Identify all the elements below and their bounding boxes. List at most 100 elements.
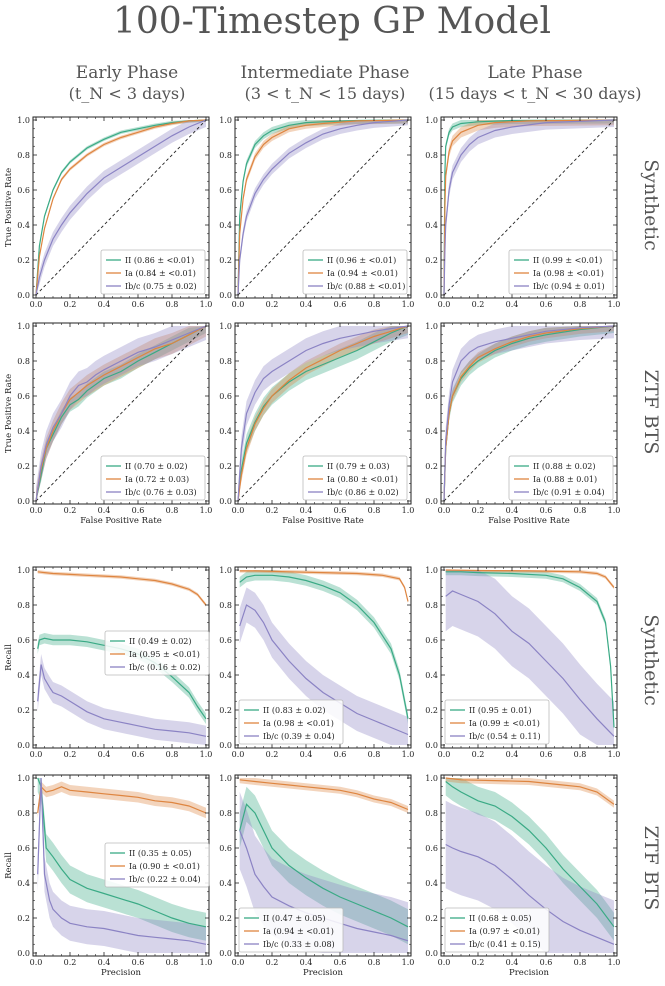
- legend: II (0.70 ± 0.02) Ia (0.72 ± 0.03) Ib/c (0.…: [100, 455, 206, 501]
- y-tick-label: 0.4: [17, 427, 30, 436]
- x-tick-label: 0.8: [166, 300, 179, 309]
- chart-roc-r1-late: 0.00.0 0.2 0.2 0.4 0.4 0.6 0.6 0.8 0.8 1.0 1.0 Fals…: [425, 322, 620, 526]
- chart-pr-r3-late: 0.00.0 0.2 0.2 0.4 0.4 0.6 0.6 0.8 0.8 1.0 1.0 Prec…: [425, 774, 620, 978]
- series-line-ii-c2: [443, 119, 615, 296]
- diagonal-reference-line: [35, 119, 207, 296]
- y-axis-label: Recall: [4, 644, 14, 671]
- y-tick-label: 1.0: [219, 566, 232, 575]
- x-tick-label: 0.2: [472, 958, 485, 967]
- legend-box: [508, 455, 614, 501]
- legend-label-ii: II (0.68 ± 0.05): [469, 914, 532, 923]
- legend-label-ia: Ia (0.84 ± <0.01): [125, 269, 196, 278]
- y-tick-label: 0.6: [425, 392, 438, 401]
- x-tick-label: 0.6: [540, 958, 553, 967]
- legend: II (0.79 ± 0.03) Ia (0.80 ± <0.01) Ib/c (0…: [302, 455, 408, 501]
- series-line-ibc-c0: [35, 119, 207, 296]
- legend-label-ia: Ia (0.99 ± <0.01): [469, 719, 540, 728]
- legend-label-ii: II (0.70 ± 0.02): [125, 462, 188, 471]
- x-tick-label: 0.4: [506, 750, 519, 759]
- legend-label-ia: Ia (0.72 ± 0.03): [125, 475, 189, 484]
- band-ia-c0: [36, 120, 206, 295]
- y-tick-label: 0.8: [17, 151, 30, 160]
- x-tick-label: 0.4: [300, 750, 313, 759]
- x-tick-label: 0.2: [472, 750, 485, 759]
- chart-panels: 0.00.00.20.20.40.40.60.60.80.81.01.0True…: [4, 116, 620, 978]
- series-line-ibc-c11: [445, 843, 615, 945]
- x-tick-label: 0.6: [334, 300, 347, 309]
- series-line-ii-c1: [237, 119, 409, 296]
- x-tick-label: 0.8: [166, 506, 179, 515]
- series-line-ia-c3: [35, 325, 207, 502]
- x-tick-label: 0.2: [266, 300, 279, 309]
- legend: II (0.95 ± 0.01) Ia (0.99 ± <0.01) Ib/c (0…: [444, 699, 550, 745]
- y-tick-label: 1.0: [219, 322, 232, 331]
- y-tick-label: 0.2: [17, 706, 30, 715]
- legend-label-ibc: Ib/c (0.91 ± 0.04): [533, 488, 605, 497]
- legend-label-ibc: Ib/c (0.16 ± 0.02): [129, 663, 201, 672]
- legend: II (0.47 ± 0.05) Ia (0.94 ± <0.01) Ib/c (0…: [238, 907, 344, 953]
- legend-label-ii: II (0.35 ± 0.05): [129, 849, 192, 858]
- legend-label-ii: II (0.79 ± 0.03): [327, 462, 390, 471]
- y-tick-label: 1.0: [17, 116, 30, 125]
- y-tick-label: 0.0: [17, 291, 30, 300]
- x-tick-label: 1.0: [402, 958, 415, 967]
- y-tick-label: 0.2: [219, 462, 232, 471]
- x-tick-label: 0.4: [98, 958, 111, 967]
- legend: II (0.96 ± <0.01) Ia (0.94 ± <0.01) Ib/c (…: [302, 249, 408, 295]
- x-axis-label: False Positive Rate: [488, 516, 570, 526]
- x-axis-label: False Positive Rate: [282, 516, 364, 526]
- band-ibc-c6: [37, 654, 207, 745]
- x-tick-label: 0.4: [506, 958, 519, 967]
- y-tick-label: 0.2: [17, 914, 30, 923]
- legend-box: [104, 630, 210, 676]
- y-tick-label: 0.8: [219, 357, 232, 366]
- x-tick-label: 0.8: [574, 300, 587, 309]
- figure-title: 100-Timestep GP Model: [113, 1, 551, 42]
- legend-box: [444, 907, 550, 953]
- legend-label-ibc: Ib/c (0.33 ± 0.08): [263, 940, 335, 949]
- column-title-late: Late Phase: [487, 63, 582, 83]
- y-tick-label: 0.2: [219, 706, 232, 715]
- legend-label-ibc: Ib/c (0.39 ± 0.04): [263, 732, 335, 741]
- band-ibc-c0: [36, 120, 206, 295]
- legend-label-ibc: Ib/c (0.86 ± 0.02): [327, 488, 399, 497]
- band-ii-c9: [37, 778, 207, 941]
- y-tick-label: 0.0: [17, 741, 30, 750]
- y-tick-label: 0.4: [425, 427, 438, 436]
- chart-pr-r3-intermediate: 0.00.0 0.2 0.2 0.4 0.4 0.6 0.6 0.8 0.8 1.0 1.0 Prec…: [219, 774, 414, 978]
- x-tick-label: 0.6: [540, 750, 553, 759]
- legend-box: [508, 249, 614, 295]
- x-tick-label: 0.8: [368, 506, 381, 515]
- band-ibc-c1: [238, 120, 408, 295]
- y-tick-label: 1.0: [425, 774, 438, 783]
- x-tick-label: 0.0: [30, 750, 43, 759]
- y-tick-label: 0.4: [219, 879, 232, 888]
- legend: II (0.88 ± 0.02) Ia (0.88 ± 0.01) Ib/c (0.…: [508, 455, 614, 501]
- legend: II (0.86 ± <0.01) Ia (0.84 ± <0.01) Ib/c (…: [100, 249, 206, 295]
- chart-pr-r2-early: 0.00.0 0.2 0.2 0.4 0.4 0.6 0.6 0.8 0.8 1.0 1.0 Reca…: [4, 566, 212, 759]
- y-tick-label: 0.4: [17, 671, 30, 680]
- legend: II (0.49 ± 0.02) Ia (0.95 ± <0.01) Ib/c (0…: [104, 630, 210, 676]
- y-tick-label: 0.8: [425, 601, 438, 610]
- series-line-ia-c4: [237, 325, 409, 502]
- series-line-ibc-c7: [239, 604, 409, 736]
- legend-label-ia: Ia (0.90 ± <0.01): [129, 862, 200, 871]
- legend-label-ii: II (0.86 ± <0.01): [125, 256, 194, 265]
- band-ibc-c8: [445, 570, 614, 745]
- legend-label-ibc: Ib/c (0.88 ± <0.01): [327, 282, 405, 291]
- legend-label-ia: Ia (0.80 ± <0.01): [327, 475, 398, 484]
- legend-label-ia: Ia (0.97 ± <0.01): [469, 927, 540, 936]
- y-tick-label: 0.4: [219, 427, 232, 436]
- y-tick-label: 1.0: [219, 774, 232, 783]
- series-line-ia-c1: [237, 119, 409, 296]
- x-tick-label: 0.4: [300, 300, 313, 309]
- band-ia-c10: [239, 778, 408, 813]
- y-tick-label: 0.0: [425, 741, 438, 750]
- y-tick-label: 0.2: [425, 462, 438, 471]
- row-label-ztf-pr: ZTF BTS: [640, 826, 662, 911]
- x-tick-label: 0.0: [30, 506, 43, 515]
- legend-box: [238, 699, 344, 745]
- legend-label-ia: Ia (0.98 ± <0.01): [533, 269, 604, 278]
- x-tick-label: 1.0: [200, 750, 213, 759]
